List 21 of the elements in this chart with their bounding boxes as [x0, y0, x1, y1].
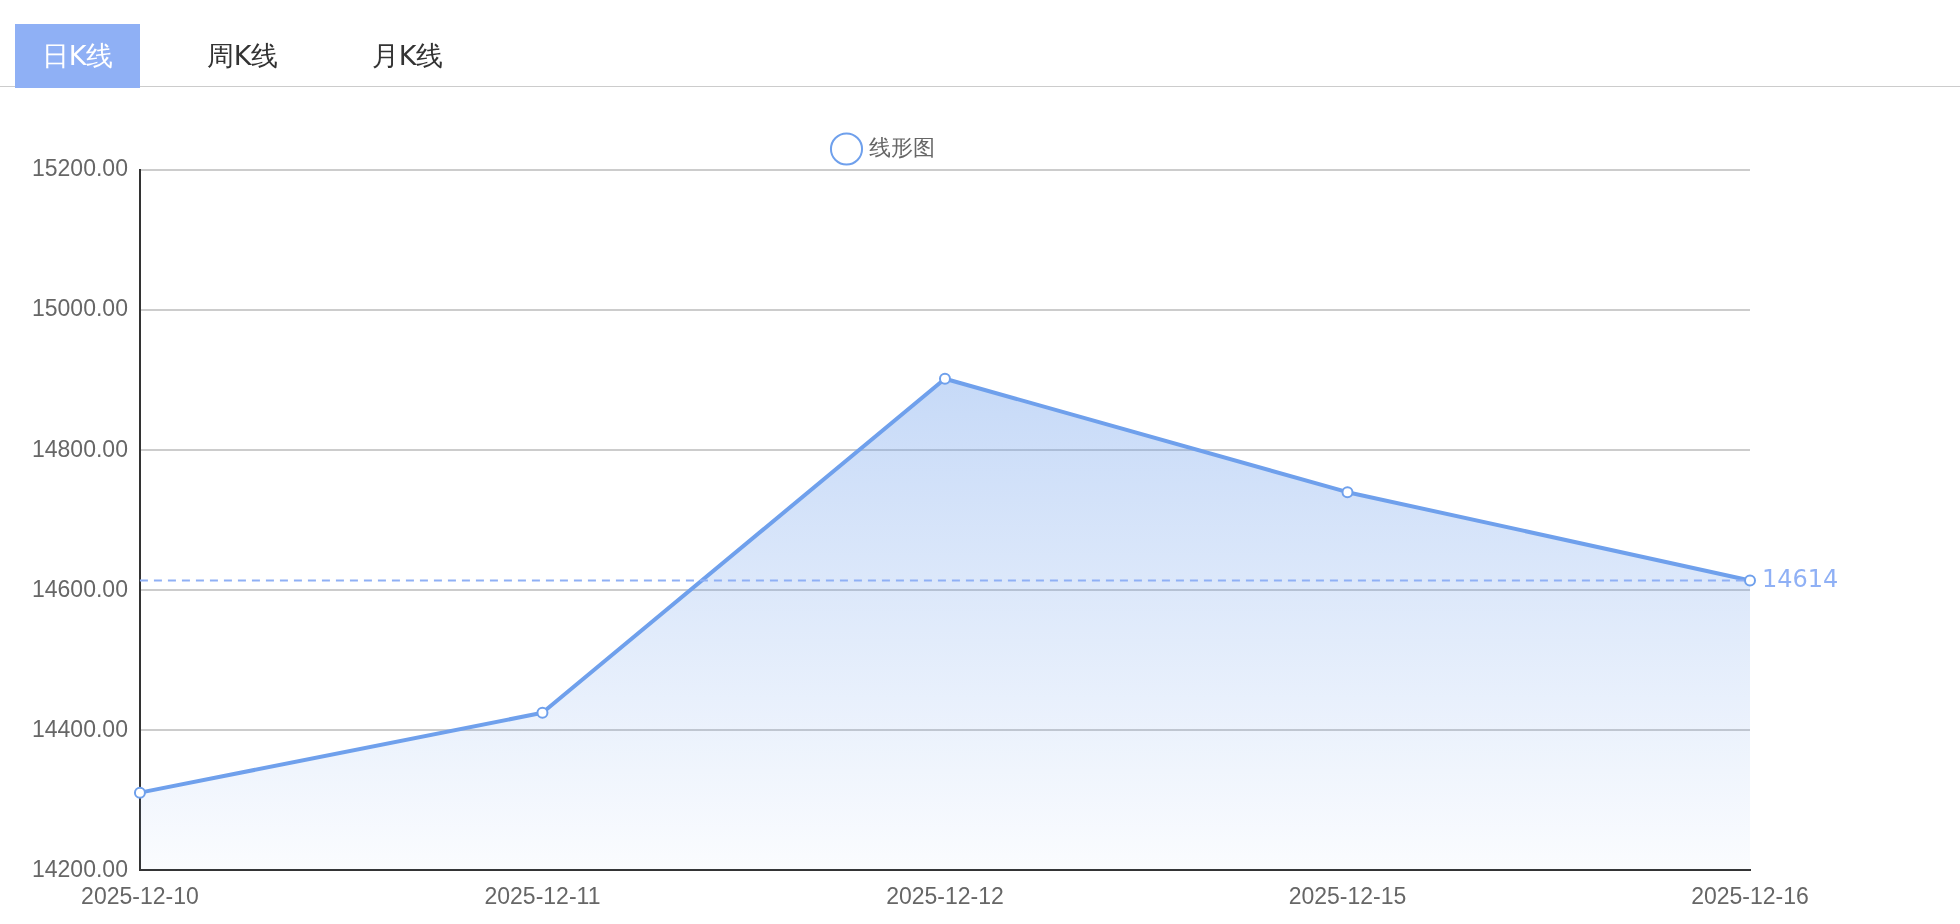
- y-tick-label: 15200.00: [31, 155, 128, 182]
- point: [536, 706, 549, 719]
- point: [133, 786, 146, 799]
- x-tick-label: 2025-12-10: [81, 882, 199, 909]
- point: [1744, 574, 1756, 587]
- y-tick-label: 14800.00: [31, 435, 128, 462]
- legend-label: 线形图: [868, 135, 935, 161]
- x-tick-label: 2025-12-11: [484, 882, 601, 909]
- y-tick-label: 15000.00: [31, 295, 128, 322]
- x-tick-label: 2025-12-16: [1691, 882, 1809, 909]
- y-tick-label: 14200.00: [31, 855, 128, 882]
- text: 月K线: [370, 39, 445, 73]
- text: 周K线: [205, 39, 280, 73]
- y-tick-label: 14600.00: [31, 575, 128, 602]
- point: [938, 372, 951, 385]
- ref-line-label: 14614: [1762, 564, 1839, 593]
- text: 日K线: [15, 24, 140, 88]
- y-tick-label: 14400.00: [31, 715, 128, 742]
- x-tick-label: 2025-12-12: [886, 882, 1004, 909]
- point: [1341, 486, 1354, 499]
- x-tick-label: 2025-12-15: [1288, 882, 1407, 909]
